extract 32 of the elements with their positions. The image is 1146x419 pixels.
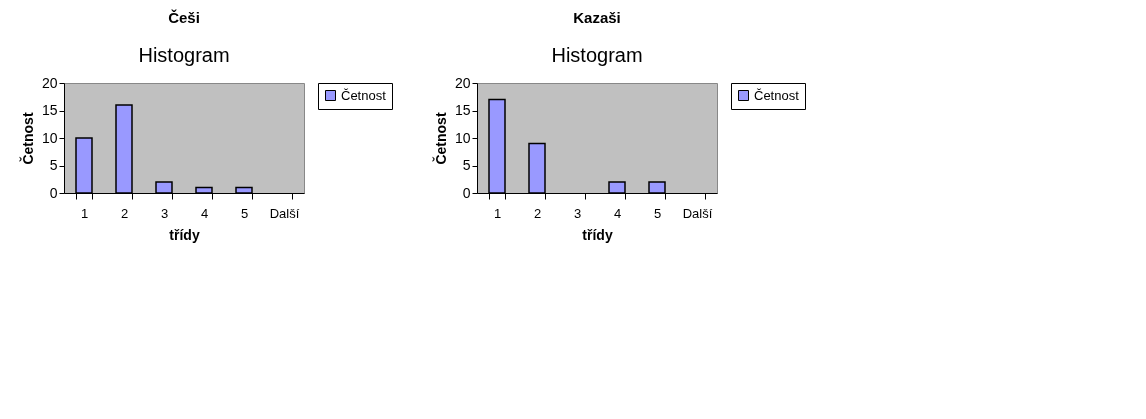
x-tick-label: 2 xyxy=(533,205,542,221)
legend-label: Četnost xyxy=(754,87,800,103)
x-tick-label: 3 xyxy=(573,205,582,221)
x-tick-label: 5 xyxy=(240,205,249,221)
x-tick-label: 5 xyxy=(653,205,662,221)
y-tick-label: 15 xyxy=(41,102,58,118)
chart-subtitle: Histogram xyxy=(551,44,643,66)
y-axis-title: Četnost xyxy=(18,112,36,165)
x-tick-label: 4 xyxy=(200,205,209,221)
y-tick-label: 5 xyxy=(462,157,471,173)
x-axis-title: třídy xyxy=(582,226,613,243)
chart-title: Kazaši xyxy=(573,9,621,26)
x-tick-label: 1 xyxy=(493,205,502,221)
y-tick-label: 5 xyxy=(49,157,58,173)
x-tick-label: 1 xyxy=(80,205,89,221)
y-tick-label: 0 xyxy=(462,184,471,201)
chart-subtitle: Histogram xyxy=(138,44,230,66)
legend-label: Četnost xyxy=(341,87,387,103)
x-tick-label: Další xyxy=(682,205,713,221)
y-tick-label: 10 xyxy=(454,129,471,146)
y-tick-label: 10 xyxy=(41,129,58,146)
y-tick-label: 0 xyxy=(49,184,58,201)
y-axis-title: Četnost xyxy=(431,112,449,165)
x-tick-label: 3 xyxy=(160,205,169,221)
chart-title: Češi xyxy=(168,9,200,26)
y-tick-label: 20 xyxy=(41,74,58,91)
y-tick-label: 20 xyxy=(454,74,471,91)
x-tick-label: Další xyxy=(269,205,300,221)
x-tick-label: 4 xyxy=(613,205,622,221)
x-tick-label: 2 xyxy=(120,205,129,221)
x-axis-title: třídy xyxy=(169,226,200,243)
y-tick-label: 15 xyxy=(454,102,471,118)
